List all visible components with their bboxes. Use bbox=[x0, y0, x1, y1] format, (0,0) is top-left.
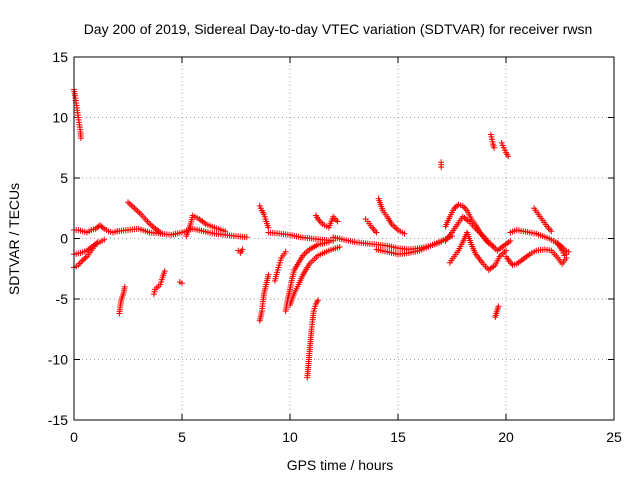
data-point bbox=[565, 248, 572, 255]
data-point bbox=[239, 246, 246, 253]
y-tick-label: 10 bbox=[52, 110, 68, 126]
data-point bbox=[315, 297, 322, 304]
y-tick-label: 5 bbox=[60, 170, 68, 186]
data-point bbox=[93, 240, 100, 247]
series-dip-10-5 bbox=[287, 243, 343, 309]
y-tick-label: -5 bbox=[56, 291, 69, 307]
y-tick-label: 15 bbox=[52, 49, 68, 65]
y-tick-label: 0 bbox=[60, 231, 68, 247]
series-spike-20 bbox=[498, 139, 512, 160]
series-rise-11 bbox=[312, 212, 341, 231]
plot-frame bbox=[73, 56, 615, 421]
series-dip-3-4 bbox=[150, 268, 168, 298]
series-end-23 bbox=[554, 240, 572, 259]
series-dip-9-5 bbox=[271, 248, 289, 284]
data-point bbox=[157, 229, 164, 236]
x-tick-label: 25 bbox=[606, 429, 622, 445]
x-tick-label: 10 bbox=[282, 429, 298, 445]
series-spike-19 bbox=[487, 131, 498, 151]
series-dip-5 bbox=[176, 279, 185, 287]
series-cross-17-20 bbox=[442, 213, 514, 254]
grid bbox=[74, 57, 614, 420]
data-point bbox=[265, 271, 272, 278]
x-ticks: 0 5 10 15 20 25 bbox=[70, 57, 622, 445]
series-dip-9 bbox=[256, 271, 272, 324]
data-points bbox=[71, 86, 572, 381]
series-neg-20-23 bbox=[503, 246, 570, 269]
data-point bbox=[82, 254, 89, 261]
y-tick-label: -10 bbox=[48, 352, 68, 368]
data-point bbox=[336, 243, 343, 250]
series-band-0-2 bbox=[71, 222, 121, 236]
series-point-17 bbox=[438, 159, 445, 171]
data-point bbox=[179, 280, 185, 287]
data-point bbox=[373, 229, 380, 236]
data-point bbox=[101, 236, 108, 243]
data-point bbox=[222, 228, 229, 235]
x-tick-label: 5 bbox=[178, 429, 186, 445]
y-ticks: -15 -10 -5 0 5 10 15 bbox=[48, 49, 614, 428]
data-point bbox=[491, 144, 498, 151]
series-down-17-19 bbox=[446, 229, 509, 273]
series-spike-9 bbox=[256, 202, 272, 231]
data-point bbox=[161, 268, 168, 275]
series-dip-8 bbox=[235, 246, 246, 257]
data-point bbox=[94, 239, 101, 246]
series-rise-14 bbox=[375, 195, 408, 237]
series-deep-dip-11 bbox=[304, 297, 322, 381]
series-band-9-12 bbox=[265, 229, 337, 244]
series-rise-13 bbox=[362, 216, 380, 236]
data-point bbox=[282, 248, 289, 255]
data-point bbox=[495, 303, 502, 310]
series-dip-19-5 bbox=[492, 303, 502, 321]
series-dip-10 bbox=[282, 239, 332, 315]
x-tick-label: 20 bbox=[498, 429, 514, 445]
data-point bbox=[507, 237, 514, 244]
chart-title: Day 200 of 2019, Sidereal Day-to-day VTE… bbox=[84, 21, 593, 37]
x-tick-label: 0 bbox=[70, 429, 78, 445]
x-tick-label: 15 bbox=[390, 429, 406, 445]
data-point bbox=[334, 218, 341, 225]
data-point bbox=[505, 153, 512, 160]
data-point bbox=[121, 283, 128, 290]
data-point bbox=[503, 247, 509, 254]
data-point bbox=[438, 164, 445, 171]
series-spike-start bbox=[71, 86, 84, 142]
series-band-2-8 bbox=[114, 225, 250, 241]
y-tick-label: -15 bbox=[48, 412, 68, 428]
data-point bbox=[77, 135, 84, 142]
data-point bbox=[325, 239, 332, 246]
series-dip-2 bbox=[116, 283, 128, 317]
series-rise-2-4 bbox=[125, 199, 164, 236]
data-point bbox=[243, 234, 250, 241]
y-axis-label: SDTVAR / TECUs bbox=[6, 183, 22, 295]
data-point bbox=[99, 224, 106, 231]
data-point bbox=[454, 202, 461, 209]
series-rise-21-22 bbox=[531, 205, 555, 235]
data-point bbox=[401, 230, 408, 237]
x-axis-label: GPS time / hours bbox=[287, 457, 394, 473]
series-neg-band2-0-1 bbox=[71, 239, 101, 258]
data-point bbox=[548, 228, 555, 235]
series-rise-5-7 bbox=[183, 212, 229, 240]
